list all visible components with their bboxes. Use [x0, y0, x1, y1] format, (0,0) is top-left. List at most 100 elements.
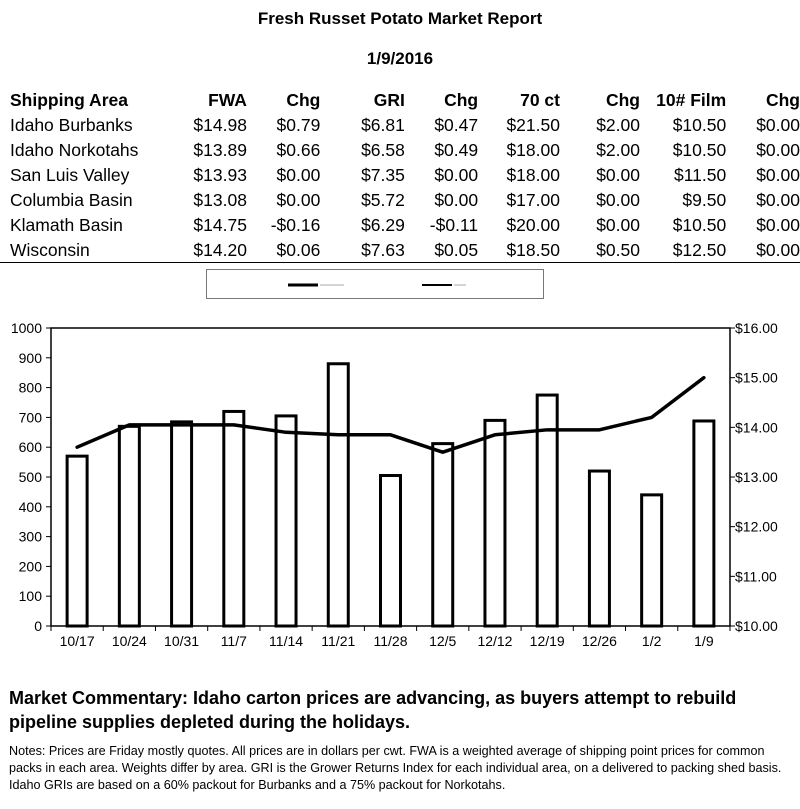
table-row: Columbia Basin $13.08 $0.00 $5.72 $0.00 … — [10, 188, 800, 213]
table-row: Klamath Basin $14.75 -$0.16 $6.29 -$0.11… — [10, 213, 800, 238]
table-cell: $0.00 — [276, 190, 321, 210]
table-cell: $10.50 — [672, 115, 727, 135]
notes-text: Notes: Prices are Friday mostly quotes. … — [9, 744, 782, 792]
y-left-tick-label: 900 — [19, 350, 43, 366]
table-cell: $7.35 — [361, 165, 405, 185]
table-cell: $0.06 — [276, 240, 321, 260]
table-cell: $18.00 — [506, 140, 560, 160]
bar — [222, 409, 246, 628]
table-cell: $9.50 — [682, 190, 727, 210]
table-cell: $0.00 — [756, 190, 800, 210]
table-cell: Klamath Basin — [10, 215, 123, 235]
column-header: Chg — [444, 90, 479, 110]
table-cell: Wisconsin — [10, 240, 90, 260]
table-cell: $0.79 — [276, 115, 321, 135]
table-cell: $0.47 — [434, 115, 479, 135]
y-left-tick-label: 400 — [19, 499, 43, 515]
table-cell: $18.00 — [506, 165, 560, 185]
y-right-tick-label: $12.00 — [735, 519, 778, 535]
table-cell: $10.50 — [672, 140, 727, 160]
bar — [483, 418, 507, 628]
column-header: Chg — [286, 90, 321, 110]
table-cell: $13.93 — [193, 165, 247, 185]
x-tick-label: 11/7 — [221, 633, 247, 649]
table-cell: $10.50 — [672, 215, 727, 235]
bar — [326, 362, 350, 628]
table-cell: $0.00 — [276, 165, 321, 185]
bar — [379, 474, 402, 628]
table-cell: $0.00 — [756, 240, 800, 260]
table-cell: $0.00 — [596, 190, 640, 210]
x-tick-label: 12/5 — [429, 633, 456, 649]
bar — [535, 393, 559, 628]
y-right-tick-label: $11.00 — [735, 568, 777, 584]
column-header: 10# Film — [656, 90, 727, 110]
table-cell: $0.50 — [596, 240, 640, 260]
y-left-tick-label: 500 — [19, 469, 43, 485]
column-header: FWA — [208, 90, 247, 110]
table-cell: $7.63 — [361, 240, 405, 260]
table-row: Idaho Norkotahs $13.89 $0.66 $6.58 $0.49… — [10, 138, 800, 163]
table-cell: $0.49 — [434, 140, 479, 160]
x-tick-label: 10/24 — [112, 633, 147, 649]
table-cell: $6.81 — [361, 115, 405, 135]
table-cell: Columbia Basin — [10, 190, 133, 210]
y-left-tick-label: 800 — [19, 380, 43, 396]
column-header: 70 ct — [520, 90, 560, 110]
x-tick-label: 1/2 — [642, 633, 662, 649]
table-cell: $6.29 — [361, 215, 405, 235]
table-row: San Luis Valley $13.93 $0.00 $7.35 $0.00… — [10, 163, 800, 188]
bar — [692, 419, 716, 628]
table-cell: $0.00 — [756, 165, 800, 185]
x-tick-label: 11/14 — [269, 633, 303, 649]
table-cell: $2.00 — [596, 115, 640, 135]
y-right-tick-label: $16.00 — [735, 320, 778, 336]
table-cell: $0.00 — [596, 215, 640, 235]
table-cell: $2.00 — [596, 140, 640, 160]
legend-box — [206, 269, 544, 299]
x-tick-label: 10/17 — [60, 633, 95, 649]
y-left-tick-label: 100 — [19, 588, 43, 604]
table-cell: $21.50 — [506, 115, 560, 135]
bar — [117, 424, 141, 628]
table-cell: $6.58 — [361, 140, 405, 160]
table-cell: $17.00 — [506, 190, 560, 210]
table-cell: -$0.11 — [429, 215, 479, 235]
column-header: Shipping Area — [10, 90, 128, 110]
y-left-tick-label: 200 — [19, 558, 43, 574]
report-title: Fresh Russet Potato Market Report — [257, 9, 543, 28]
x-tick-label: 11/21 — [321, 633, 355, 649]
y-right-tick-label: $15.00 — [735, 370, 778, 386]
table-cell: $14.98 — [193, 115, 247, 135]
column-header: Chg — [605, 90, 640, 110]
table-cell: $0.00 — [756, 115, 800, 135]
y-left-tick-label: 300 — [19, 529, 43, 545]
x-tick-label: 1/9 — [694, 633, 714, 649]
y-left-tick-label: 600 — [19, 439, 43, 455]
y-left-tick-label: 1000 — [11, 320, 42, 336]
column-header: Chg — [765, 90, 800, 110]
table-cell: $20.00 — [506, 215, 560, 235]
table-cell: $13.08 — [193, 190, 247, 210]
table-cell: $11.50 — [673, 165, 727, 185]
price-table: Shipping Area FWA Chg GRI Chg 70 ct Chg … — [10, 88, 800, 263]
y-right-tick-label: $14.00 — [735, 419, 778, 435]
bar — [170, 420, 194, 628]
x-tick-label: 12/26 — [582, 633, 617, 649]
x-tick-label: 10/31 — [164, 633, 199, 649]
report-date: 1/9/2016 — [366, 49, 434, 68]
y-right-tick-label: $10.00 — [735, 618, 778, 634]
table-cell: $12.50 — [672, 240, 727, 260]
table-cell: $5.72 — [361, 190, 405, 210]
table-cell: $18.50 — [506, 240, 560, 260]
table-cell: San Luis Valley — [10, 165, 130, 185]
bar — [274, 414, 298, 628]
table-row: Idaho Burbanks $14.98 $0.79 $6.81 $0.47 … — [10, 113, 800, 138]
column-header: GRI — [373, 90, 405, 110]
price-line — [75, 375, 706, 454]
y-left-tick-label: 700 — [19, 409, 43, 425]
x-tick-label: 12/12 — [477, 633, 512, 649]
y-right-tick-label: $13.00 — [735, 469, 778, 485]
bar — [587, 469, 611, 628]
bar — [65, 454, 89, 628]
